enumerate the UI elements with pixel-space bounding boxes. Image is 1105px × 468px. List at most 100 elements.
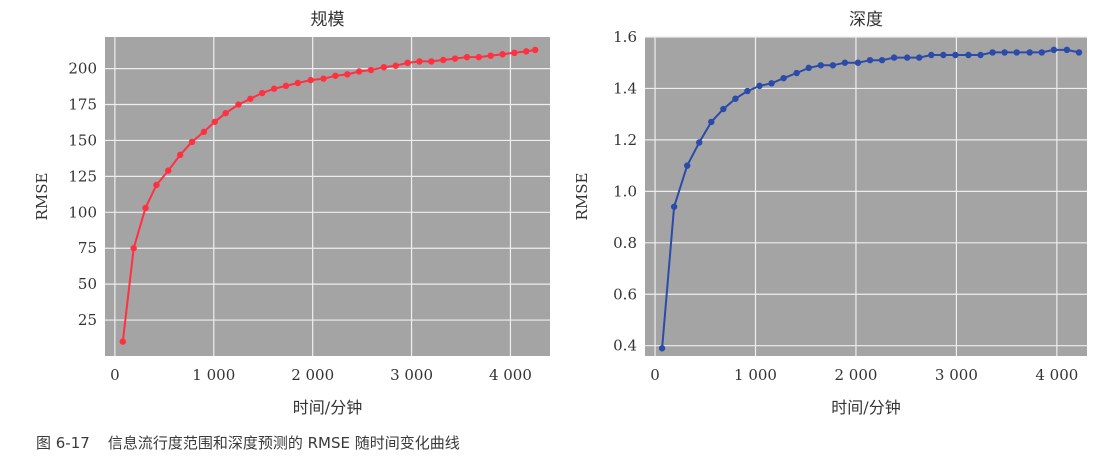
scale-chart-data-point bbox=[428, 58, 435, 65]
depth-chart-data-point bbox=[1050, 46, 1058, 54]
scale-chart-y-tick-label: 75 bbox=[78, 239, 97, 257]
scale-chart-y-tick-label: 25 bbox=[78, 311, 97, 329]
depth-chart-data-point bbox=[732, 95, 739, 102]
scale-chart-y-axis-label: RMSE bbox=[33, 173, 51, 221]
depth-chart-data-point bbox=[1001, 49, 1008, 56]
depth-chart-data-point bbox=[744, 87, 751, 95]
depth-chart-data-point bbox=[1063, 46, 1071, 54]
scale-chart-data-point bbox=[416, 58, 423, 65]
depth-chart-x-tick-label: 1 000 bbox=[734, 366, 777, 384]
scale-chart-data-point bbox=[451, 55, 459, 62]
scale-chart-data-point bbox=[211, 118, 218, 125]
scale-chart-data-point bbox=[320, 75, 327, 82]
depth-chart-y-tick-label: 1.4 bbox=[613, 79, 637, 97]
caption-text: 信息流行度范围和深度预测的 RMSE 随时间变化曲线 bbox=[107, 434, 460, 452]
depth-chart-data-point bbox=[866, 56, 874, 64]
scale-chart-data-point bbox=[511, 49, 518, 57]
depth-chart-y-axis-label: RMSE bbox=[573, 173, 591, 221]
figure-caption: 图 6-17 信息流行度范围和深度预测的 RMSE 随时间变化曲线 bbox=[36, 432, 460, 453]
depth-chart-y-tick-label: 1.2 bbox=[613, 131, 637, 149]
depth-chart-title: 深度 bbox=[849, 10, 883, 30]
depth-chart-data-point bbox=[1075, 49, 1083, 56]
depth-chart-plot-area bbox=[645, 37, 1087, 356]
scale-chart-data-point bbox=[176, 151, 184, 159]
scale-chart-x-tick-label: 2 000 bbox=[291, 366, 334, 384]
depth-chart-y-tick-label: 0.4 bbox=[613, 337, 637, 355]
scale-chart-data-point bbox=[367, 66, 375, 74]
scale-chart-data-point bbox=[404, 59, 411, 67]
depth-chart-data-point bbox=[1013, 49, 1020, 56]
depth-chart-data-point bbox=[829, 62, 837, 69]
scale-chart-data-point bbox=[165, 167, 172, 174]
depth-chart-data-point bbox=[708, 118, 715, 126]
scale-chart-data-point bbox=[235, 101, 242, 108]
scale-chart-plot-area bbox=[105, 37, 550, 356]
depth-chart-data-point bbox=[841, 59, 849, 66]
scale-chart-data-point bbox=[531, 46, 539, 54]
depth-chart-data-point bbox=[756, 82, 763, 90]
depth-chart-data-point bbox=[683, 162, 691, 169]
scale-chart-data-point bbox=[463, 53, 471, 61]
depth-chart-data-point bbox=[817, 62, 824, 69]
scale-chart-x-tick-label: 4 000 bbox=[489, 366, 532, 384]
scale-chart-y-tick-label: 200 bbox=[68, 60, 97, 78]
scale-chart-y-tick-label: 125 bbox=[68, 167, 97, 185]
depth-chart-data-point bbox=[952, 51, 959, 59]
depth-chart-data-point bbox=[720, 105, 727, 113]
scale-chart-data-point bbox=[142, 204, 149, 212]
scale-chart-title: 规模 bbox=[311, 10, 345, 30]
scale-chart-x-axis-label: 时间/分钟 bbox=[293, 398, 362, 417]
depth-chart-data-point bbox=[793, 69, 800, 77]
scale-chart-data-point bbox=[332, 72, 339, 79]
depth-chart-data-point bbox=[989, 49, 996, 56]
depth-chart-data-point bbox=[928, 51, 935, 59]
scale-chart-data-point bbox=[259, 89, 266, 97]
depth-chart-data-point bbox=[670, 203, 678, 210]
depth-chart-data-point bbox=[696, 139, 703, 146]
scale-chart-x-tick-label: 3 000 bbox=[390, 366, 433, 384]
depth-chart-data-point bbox=[1038, 49, 1045, 56]
scale-chart-data-point bbox=[380, 63, 388, 71]
depth-chart-y-tick-label: 1.6 bbox=[613, 28, 637, 46]
scale-chart-data-point bbox=[282, 82, 290, 90]
depth-chart-x-tick-label: 2 000 bbox=[834, 366, 877, 384]
caption-number: 图 6-17 bbox=[36, 434, 90, 452]
depth-chart-data-point bbox=[916, 54, 923, 61]
scale-chart-data-point bbox=[440, 56, 447, 64]
depth-chart-x-axis-label: 时间/分钟 bbox=[831, 398, 900, 417]
scale-chart-y-tick-label: 100 bbox=[68, 203, 97, 221]
depth-chart: 0 1 000 2 000 3 000 4 000 0.4 0.6 0.8 1.0 1.2 1.4 1… bbox=[573, 10, 1087, 417]
depth-chart-y-tick-label: 1.0 bbox=[613, 182, 637, 200]
depth-chart-data-point bbox=[658, 345, 666, 352]
scale-chart-data-point bbox=[307, 76, 314, 84]
depth-chart-y-tick-label: 0.8 bbox=[613, 234, 637, 252]
depth-chart-data-point bbox=[780, 74, 787, 82]
depth-chart-data-point bbox=[977, 51, 984, 59]
scale-chart-data-point bbox=[487, 52, 494, 59]
depth-chart-data-point bbox=[1026, 49, 1033, 56]
scale-chart-data-point bbox=[392, 62, 399, 69]
depth-chart-data-point bbox=[903, 54, 911, 61]
scale-chart-data-point bbox=[344, 71, 351, 78]
scale-chart-data-point bbox=[188, 138, 196, 146]
scale-chart-y-tick-label: 150 bbox=[68, 131, 97, 149]
depth-chart-x-tick-label: 4 000 bbox=[1035, 366, 1078, 384]
scale-chart-y-tick-label: 50 bbox=[78, 275, 97, 293]
depth-chart-x-tick-label: 0 bbox=[650, 366, 660, 384]
depth-chart-data-point bbox=[854, 59, 862, 66]
scale-chart-data-point bbox=[499, 51, 506, 58]
scale-chart-data-point bbox=[270, 85, 278, 92]
depth-chart-data-point bbox=[890, 54, 898, 61]
depth-chart-data-point bbox=[878, 56, 886, 64]
scale-chart-data-point bbox=[222, 109, 229, 117]
scale-chart-data-point bbox=[475, 53, 482, 61]
depth-chart-data-point bbox=[768, 80, 775, 87]
scale-chart-x-tick-label: 0 bbox=[110, 366, 120, 384]
scale-chart-data-point bbox=[200, 128, 208, 136]
scale-chart: 0 1 000 2 000 3 000 4 000 25 50 75 100 125 150 175 2… bbox=[33, 10, 550, 417]
scale-chart-data-point bbox=[130, 245, 137, 252]
scale-chart-data-point bbox=[294, 79, 302, 87]
scale-chart-data-point bbox=[523, 48, 530, 55]
depth-chart-data-point bbox=[940, 51, 947, 59]
